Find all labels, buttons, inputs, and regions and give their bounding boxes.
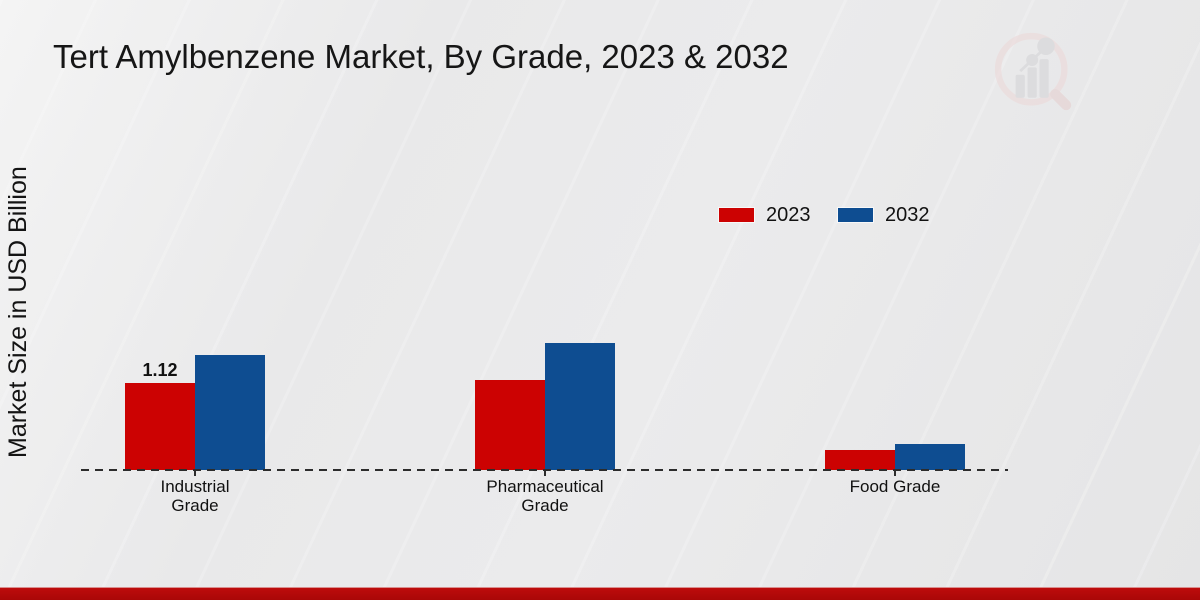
x-axis-label-food-grade: Food Grade — [849, 477, 941, 496]
bar-2023-pharmaceutical-grade — [475, 380, 545, 470]
legend-swatch-2023 — [719, 208, 754, 222]
legend-label-2032: 2032 — [885, 204, 930, 226]
brand-watermark-magnifier-chart-icon — [994, 32, 1072, 111]
legend-item-2032: 2032 — [838, 203, 930, 227]
x-axis-tick-industrial-grade — [194, 470, 196, 476]
chart-title: Tert Amylbenzene Market, By Grade, 2023 … — [53, 38, 789, 75]
x-axis-label-pharmaceutical-grade: Pharmaceutical Grade — [486, 477, 604, 515]
bar-2032-industrial-grade — [195, 355, 265, 470]
x-axis-label-industrial-grade: Industrial Grade — [160, 477, 230, 515]
legend-item-2023: 2023 — [719, 203, 811, 227]
bar-2023-food-grade — [825, 450, 895, 470]
legend: 2023 2032 — [0, 203, 1200, 227]
x-axis-tick-food-grade — [894, 470, 896, 476]
legend-label-2023: 2023 — [766, 204, 811, 226]
x-axis-tick-pharmaceutical-grade — [544, 470, 546, 476]
bar-2032-pharmaceutical-grade — [545, 343, 615, 470]
bar-2032-food-grade — [895, 444, 965, 470]
legend-swatch-2032 — [838, 208, 873, 222]
data-label-2023-industrial-grade: 1.12 — [142, 360, 178, 380]
footer-accent-bar — [0, 587, 1200, 600]
bar-2023-industrial-grade — [125, 383, 195, 470]
